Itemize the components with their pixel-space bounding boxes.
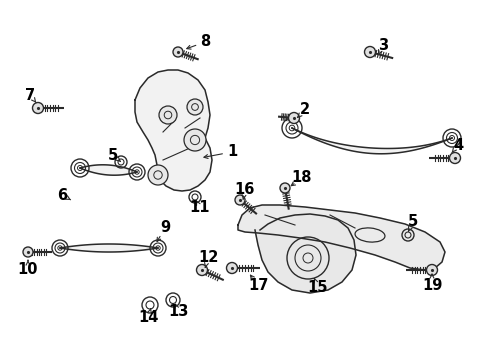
Text: 18: 18 bbox=[291, 171, 312, 185]
Text: 15: 15 bbox=[307, 280, 327, 296]
Polygon shape bbox=[291, 128, 451, 154]
Text: 2: 2 bbox=[299, 103, 309, 117]
Circle shape bbox=[235, 195, 244, 205]
Circle shape bbox=[280, 183, 289, 193]
Circle shape bbox=[23, 247, 33, 257]
Circle shape bbox=[183, 129, 205, 151]
Text: 7: 7 bbox=[25, 87, 35, 103]
Text: 3: 3 bbox=[377, 37, 387, 53]
Circle shape bbox=[186, 99, 203, 115]
Text: 13: 13 bbox=[167, 305, 188, 320]
Text: 10: 10 bbox=[18, 262, 38, 278]
Text: 5: 5 bbox=[108, 148, 118, 162]
Circle shape bbox=[288, 112, 299, 123]
Text: 19: 19 bbox=[421, 278, 441, 292]
Circle shape bbox=[148, 165, 168, 185]
Polygon shape bbox=[135, 70, 212, 191]
Circle shape bbox=[196, 265, 207, 275]
Circle shape bbox=[364, 46, 375, 58]
Text: 17: 17 bbox=[247, 278, 267, 292]
Circle shape bbox=[426, 265, 437, 275]
Text: 11: 11 bbox=[189, 201, 210, 216]
Circle shape bbox=[226, 262, 237, 274]
Circle shape bbox=[173, 47, 183, 57]
Text: 16: 16 bbox=[234, 183, 255, 198]
Text: 6: 6 bbox=[57, 188, 67, 202]
Circle shape bbox=[32, 103, 43, 113]
Circle shape bbox=[159, 106, 177, 124]
Circle shape bbox=[448, 153, 460, 163]
Text: 8: 8 bbox=[200, 35, 210, 49]
Text: 12: 12 bbox=[198, 251, 218, 266]
Polygon shape bbox=[60, 244, 158, 252]
Text: 1: 1 bbox=[226, 144, 237, 159]
Polygon shape bbox=[254, 214, 355, 293]
Text: 4: 4 bbox=[452, 138, 462, 153]
Text: 5: 5 bbox=[407, 215, 417, 230]
Text: 14: 14 bbox=[138, 310, 158, 325]
Text: 9: 9 bbox=[160, 220, 170, 235]
Polygon shape bbox=[238, 205, 444, 270]
Polygon shape bbox=[80, 165, 137, 175]
